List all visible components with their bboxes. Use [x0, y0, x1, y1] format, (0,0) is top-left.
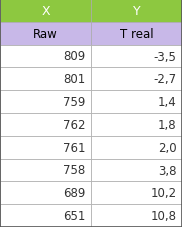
Bar [0, 114, 91, 136]
Text: 1,4: 1,4 [158, 96, 177, 109]
Text: 809: 809 [63, 50, 86, 63]
Bar [91, 91, 182, 114]
Text: 3,8: 3,8 [158, 164, 177, 177]
Bar [91, 0, 182, 23]
Text: 758: 758 [63, 164, 86, 177]
Text: -3,5: -3,5 [154, 50, 177, 63]
Bar [0, 204, 91, 227]
Bar [0, 159, 91, 182]
Text: 761: 761 [63, 141, 86, 154]
Text: 759: 759 [63, 96, 86, 109]
Bar [91, 23, 182, 45]
Text: 10,2: 10,2 [150, 186, 177, 200]
Bar [91, 204, 182, 227]
Bar [0, 182, 91, 204]
Bar [0, 68, 91, 91]
Text: 651: 651 [63, 209, 86, 222]
Text: 1,8: 1,8 [158, 118, 177, 131]
Bar [0, 45, 91, 68]
Bar [0, 136, 91, 159]
Bar [91, 136, 182, 159]
Bar [91, 68, 182, 91]
Text: -2,7: -2,7 [153, 73, 177, 86]
Bar [91, 45, 182, 68]
Text: 762: 762 [63, 118, 86, 131]
Bar [0, 0, 91, 23]
Bar [91, 182, 182, 204]
Text: 10,8: 10,8 [151, 209, 177, 222]
Text: T real: T real [120, 27, 153, 41]
Bar [91, 159, 182, 182]
Text: Y: Y [133, 5, 140, 18]
Text: X: X [41, 5, 50, 18]
Bar [0, 91, 91, 114]
Bar [0, 23, 91, 45]
Bar [91, 114, 182, 136]
Text: 689: 689 [63, 186, 86, 200]
Text: 801: 801 [63, 73, 86, 86]
Text: 2,0: 2,0 [158, 141, 177, 154]
Text: Raw: Raw [33, 27, 58, 41]
